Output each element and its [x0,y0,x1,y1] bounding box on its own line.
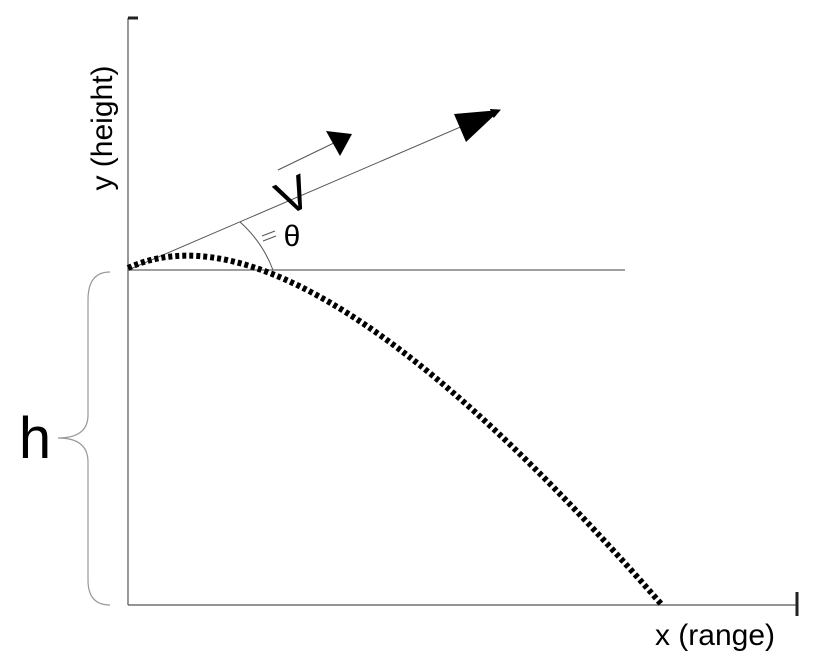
velocity-label: V [268,165,319,227]
angle-mark [262,235,277,242]
trajectory-curve [126,252,665,607]
angle-label: θ [284,220,301,253]
angle-arc [239,221,274,271]
height-brace [57,271,111,606]
velocity-small-arrow [277,139,341,171]
y-axis-label: y (height) [86,65,119,190]
velocity-arrowhead-large [454,110,500,142]
x-axis-label: x (range) [655,619,775,652]
velocity-arrowhead-small [326,131,352,156]
velocity-direction-arrow [127,108,501,271]
angle-mark [261,230,276,237]
height-label: h [19,406,51,471]
